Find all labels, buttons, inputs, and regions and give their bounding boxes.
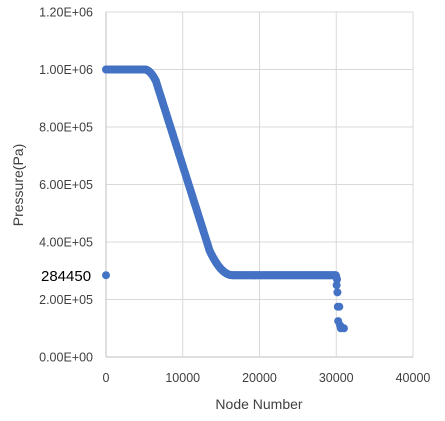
x-tick-label: 0	[103, 371, 110, 385]
y-tick-label: 2.00E+05	[39, 293, 93, 307]
x-axis-tick-labels: 0 10000 20000 30000 40000	[103, 371, 431, 385]
y-axis-title: Pressure(Pa)	[10, 144, 26, 226]
x-tick-label: 20000	[242, 371, 277, 385]
data-point	[102, 271, 110, 280]
x-tick-label: 10000	[165, 371, 200, 385]
y-tick-label: 1.00E+06	[39, 63, 93, 77]
data-points	[102, 65, 348, 333]
data-point	[333, 275, 342, 284]
y-tick-label: 4.00E+05	[39, 236, 93, 250]
data-point	[339, 324, 348, 333]
y-tick-label: 6.00E+05	[39, 178, 93, 192]
y-tick-label: 1.20E+06	[39, 6, 93, 20]
annotation-label: 284450	[41, 268, 91, 285]
x-tick-label: 30000	[319, 371, 354, 385]
x-tick-label: 40000	[396, 371, 431, 385]
x-axis-title: Node Number	[215, 396, 302, 412]
data-point	[333, 288, 342, 297]
y-tick-label: 8.00E+05	[39, 121, 93, 135]
data-point	[332, 281, 341, 290]
data-point	[335, 302, 344, 311]
y-tick-label: 0.00E+00	[39, 351, 93, 365]
y-axis-tick-labels: 0.00E+00 2.00E+05 4.00E+05 6.00E+05 8.00E+05…	[39, 6, 93, 365]
grid-lines	[105, 11, 414, 358]
